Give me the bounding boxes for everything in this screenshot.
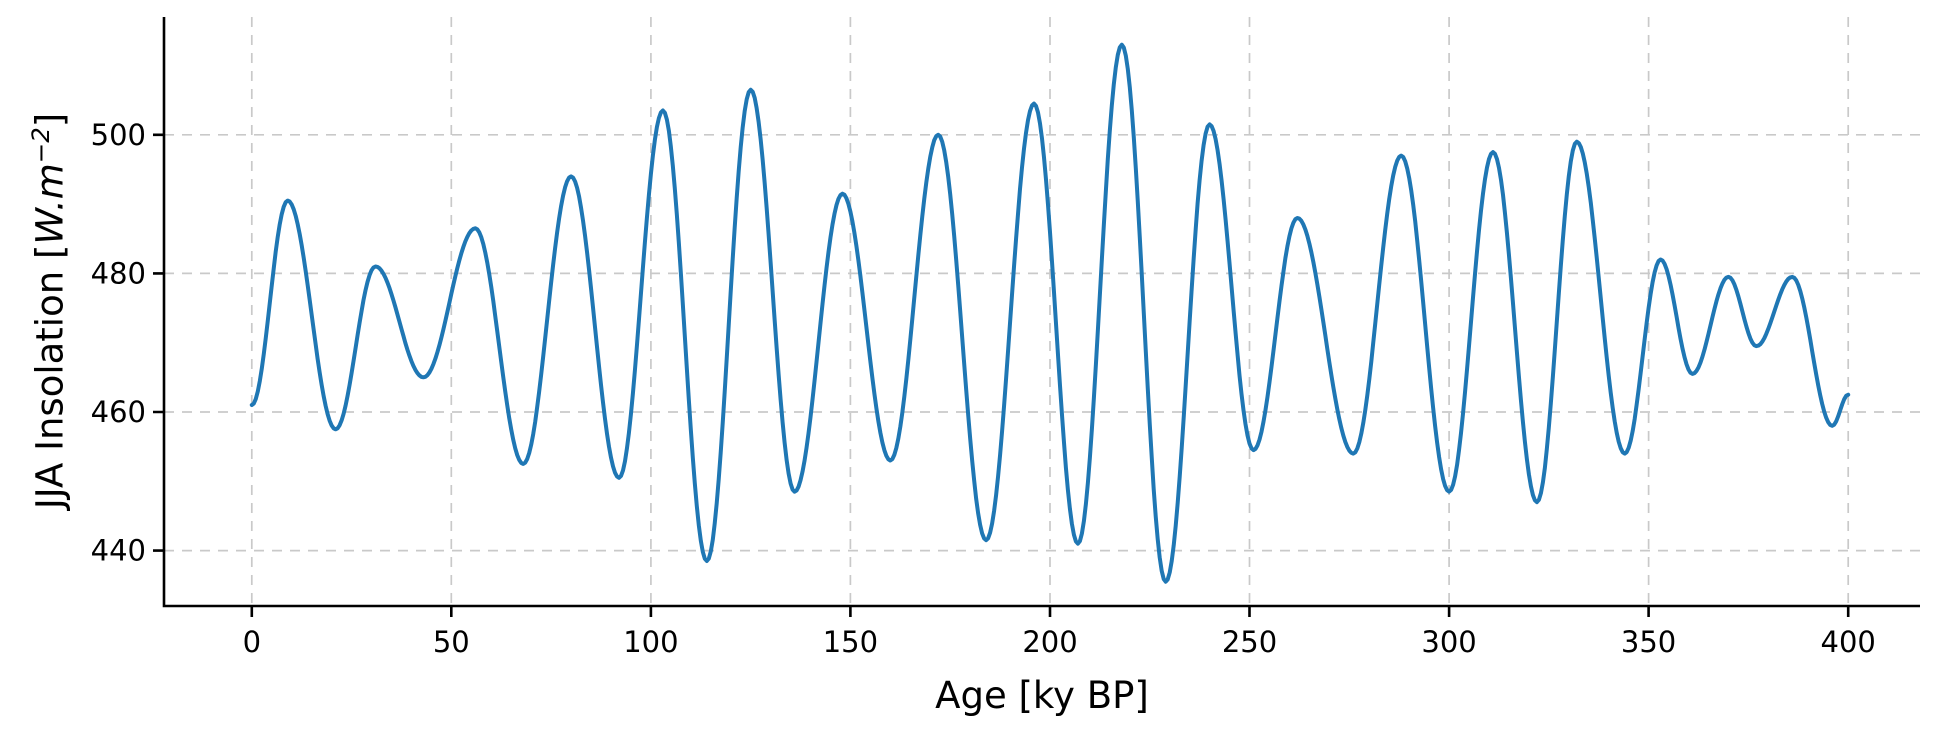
x-tick-label: 200 xyxy=(1022,625,1077,659)
x-tick-label: 250 xyxy=(1222,625,1277,659)
y-tick-label: 480 xyxy=(91,256,146,290)
axis-tick-marks xyxy=(153,133,1850,617)
axis-spines xyxy=(162,17,1920,608)
y-tick-labels: 440 460 480 500 xyxy=(91,118,146,568)
insolation-curve xyxy=(249,42,1851,584)
y-label-exponent: −2 xyxy=(26,127,55,164)
y-tick-label: 440 xyxy=(91,534,146,568)
y-label-units: W.m xyxy=(28,163,72,245)
x-axis-label: Age [ky BP] xyxy=(935,674,1149,717)
x-tick-label: 50 xyxy=(433,625,470,659)
x-tick-label: 150 xyxy=(823,625,878,659)
x-tick-labels: 0 50 100 150 200 250 300 350 400 xyxy=(243,625,1876,659)
y-label-suffix: ] xyxy=(28,112,72,128)
y-label-prefix: JJA Insolation [ xyxy=(28,244,72,510)
y-tick-label: 500 xyxy=(91,118,146,152)
x-tick-label: 400 xyxy=(1821,625,1876,659)
x-tick-label: 300 xyxy=(1421,625,1476,659)
y-tick-label: 460 xyxy=(91,395,146,429)
x-tick-label: 350 xyxy=(1621,625,1676,659)
x-tick-label: 100 xyxy=(623,625,678,659)
y-axis-label: JJA Insolation [W.m−2] xyxy=(17,11,71,611)
x-tick-label: 0 xyxy=(243,625,261,659)
grid-lines xyxy=(164,17,1920,606)
